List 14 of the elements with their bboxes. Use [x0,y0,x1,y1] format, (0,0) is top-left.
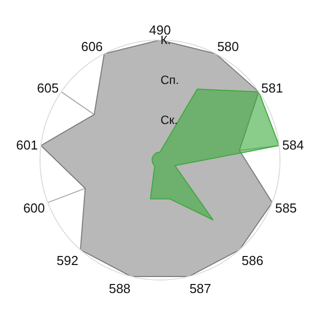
spoke-label: 586 [242,252,264,268]
spoke-label: 587 [189,281,212,296]
y-tick-label: Сп. [160,72,179,87]
spoke-label: 601 [16,137,38,152]
spoke-label: 588 [108,281,131,296]
spoke-label: 592 [56,252,78,268]
y-tick-label: Ск. [160,112,178,127]
spoke-label: 581 [261,80,284,96]
spoke-label: 585 [275,200,297,216]
spoke-label: 605 [36,80,59,96]
spoke-label: 606 [81,38,103,54]
spoke-label: 580 [217,38,239,54]
spoke-label: 600 [23,200,45,216]
spoke-label: 584 [282,137,304,152]
